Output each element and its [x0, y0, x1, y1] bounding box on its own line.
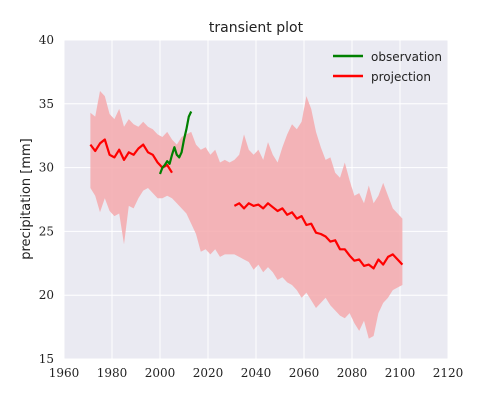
y-axis-label: precipitation [mm]: [19, 138, 34, 260]
y-tick-label-1: 20: [39, 288, 54, 302]
y-tick-label-4: 35: [39, 97, 54, 111]
legend-label-observation: observation: [371, 50, 442, 64]
chart-title: transient plot: [209, 20, 304, 36]
y-tick-label-3: 30: [39, 161, 54, 175]
x-tick-label-2: 2000: [145, 366, 176, 380]
x-tick-label-4: 2040: [241, 366, 272, 380]
x-tick-label-8: 2120: [433, 366, 464, 380]
projection-line-0: [89, 138, 173, 174]
x-tick-label-1: 1980: [97, 366, 128, 380]
series-lines: [89, 111, 404, 270]
x-tick-label-3: 2020: [193, 366, 224, 380]
y-tick-label-2: 25: [39, 224, 54, 238]
x-tick-label-7: 2100: [385, 366, 416, 380]
x-tick-label-6: 2080: [337, 366, 368, 380]
legend: observation projection: [333, 50, 442, 84]
y-tick-label-5: 40: [39, 33, 54, 47]
tick-labels: 1960 1980 2000 2020 2040 2060 2080 2100 21201520…: [39, 33, 464, 380]
uncertainty-band: [90, 91, 403, 339]
y-tick-label-0: 15: [39, 352, 54, 366]
x-tick-label-0: 1960: [49, 366, 80, 380]
legend-label-projection: projection: [371, 70, 431, 84]
observation-line-0: [158, 111, 193, 175]
uncertainty-band-area: [90, 91, 403, 339]
projection-line-1: [233, 202, 404, 270]
x-tick-label-5: 2060: [289, 366, 320, 380]
